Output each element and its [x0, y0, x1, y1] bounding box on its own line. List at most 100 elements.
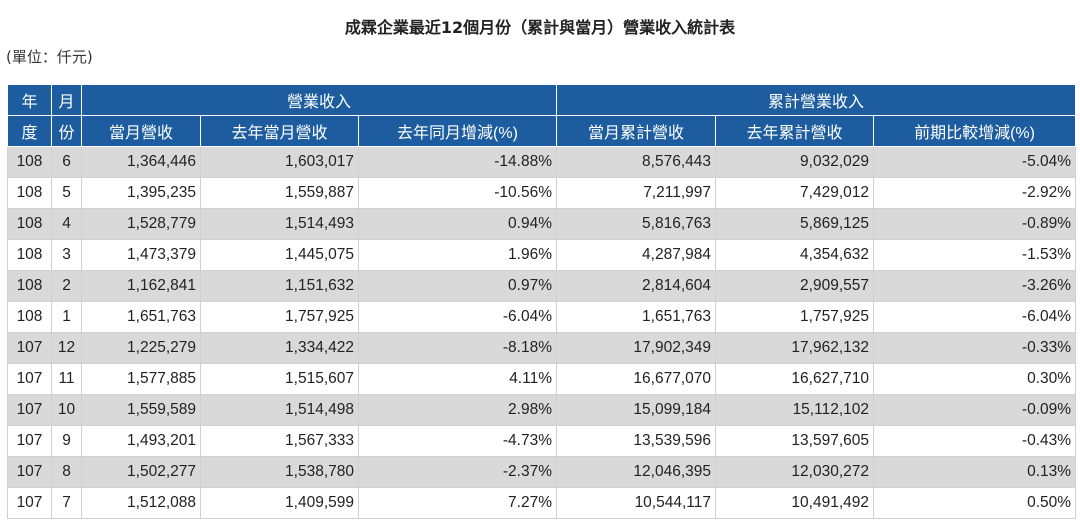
- cell-current-revenue: 1,528,779: [81, 208, 201, 240]
- table-row: 107 12 1,225,279 1,334,422 -8.18% 17,902,349 1…: [7, 332, 1077, 364]
- cell-prev-year-revenue: 1,514,498: [200, 394, 359, 426]
- cell-cumulative-revenue: 16,677,070: [556, 363, 716, 395]
- cell-prev-cumulative-revenue: 9,032,029: [715, 146, 874, 178]
- cell-month: 7: [51, 487, 82, 519]
- cell-year: 108: [7, 239, 52, 271]
- cell-cumulative-change: -3.26%: [872, 270, 1077, 302]
- cell-cumulative-change: -0.09%: [872, 394, 1077, 426]
- header-col-yoy-change: 去年同月增減(%): [358, 115, 557, 147]
- page-title: 成霖企業最近12個月份（累計與當月）營業收入統計表: [344, 18, 736, 37]
- cell-cumulative-change: -0.33%: [872, 332, 1077, 364]
- cell-prev-cumulative-revenue: 5,869,125: [715, 208, 874, 240]
- cell-prev-year-revenue: 1,757,925: [200, 301, 359, 333]
- cell-month: 5: [51, 177, 82, 209]
- cell-month: 1: [51, 301, 82, 333]
- cell-year: 108: [7, 146, 52, 178]
- cell-month: 6: [51, 146, 82, 178]
- header-year-bottom: 度: [7, 115, 52, 147]
- table-row: 107 8 1,502,277 1,538,780 -2.37% 12,046,395 12…: [7, 456, 1077, 488]
- cell-prev-year-revenue: 1,538,780: [200, 456, 359, 488]
- header-col-current: 當月營收: [81, 115, 201, 147]
- cell-current-revenue: 1,162,841: [81, 270, 201, 302]
- cell-yoy-change: 4.11%: [358, 363, 557, 395]
- cell-prev-cumulative-revenue: 10,491,492: [715, 487, 874, 519]
- table-row: 108 2 1,162,841 1,151,632 0.97% 2,814,604 2,90…: [7, 270, 1077, 302]
- header-month-bottom: 份: [51, 115, 82, 147]
- cell-year: 108: [7, 208, 52, 240]
- cell-prev-year-revenue: 1,514,493: [200, 208, 359, 240]
- cell-year: 107: [7, 363, 52, 395]
- cell-yoy-change: -4.73%: [358, 425, 557, 457]
- cell-current-revenue: 1,651,763: [81, 301, 201, 333]
- cell-cumulative-revenue: 8,576,443: [556, 146, 716, 178]
- cell-cumulative-change: -0.89%: [872, 208, 1077, 240]
- cell-year: 107: [7, 425, 52, 457]
- cell-yoy-change: 7.27%: [358, 487, 557, 519]
- header-col-cumulative: 當月累計營收: [556, 115, 716, 147]
- cell-yoy-change: -2.37%: [358, 456, 557, 488]
- cell-yoy-change: 2.98%: [358, 394, 557, 426]
- cell-prev-year-revenue: 1,334,422: [200, 332, 359, 364]
- header-year-top: 年: [7, 84, 52, 116]
- cell-prev-cumulative-revenue: 13,597,605: [715, 425, 874, 457]
- cell-current-revenue: 1,395,235: [81, 177, 201, 209]
- cell-year: 108: [7, 177, 52, 209]
- revenue-table: 年 月 營業收入 累計營業收入 度 份 當月營收 去年當月營收 去年同月增減(%…: [7, 84, 1077, 519]
- cell-year: 107: [7, 456, 52, 488]
- cell-month: 9: [51, 425, 82, 457]
- cell-prev-year-revenue: 1,559,887: [200, 177, 359, 209]
- cell-cumulative-revenue: 1,651,763: [556, 301, 716, 333]
- cell-cumulative-change: 0.30%: [872, 363, 1077, 395]
- cell-prev-cumulative-revenue: 7,429,012: [715, 177, 874, 209]
- cell-prev-cumulative-revenue: 1,757,925: [715, 301, 874, 333]
- cell-current-revenue: 1,473,379: [81, 239, 201, 271]
- unit-note: (單位：仟元): [6, 48, 93, 66]
- cell-year: 107: [7, 394, 52, 426]
- cell-cumulative-change: -0.43%: [872, 425, 1077, 457]
- cell-year: 108: [7, 270, 52, 302]
- cell-month: 11: [51, 363, 82, 395]
- cell-month: 10: [51, 394, 82, 426]
- cell-current-revenue: 1,512,088: [81, 487, 201, 519]
- header-col-cumulative-change: 前期比較增減(%): [872, 115, 1077, 147]
- cell-month: 12: [51, 332, 82, 364]
- cell-cumulative-revenue: 7,211,997: [556, 177, 716, 209]
- cell-prev-year-revenue: 1,445,075: [200, 239, 359, 271]
- cell-yoy-change: 1.96%: [358, 239, 557, 271]
- cell-year: 107: [7, 487, 52, 519]
- header-col-prev-cumulative: 去年累計營收: [715, 115, 874, 147]
- table-row: 107 10 1,559,589 1,514,498 2.98% 15,099,184 15…: [7, 394, 1077, 426]
- cell-year: 107: [7, 332, 52, 364]
- cell-cumulative-revenue: 4,287,984: [556, 239, 716, 271]
- cell-cumulative-revenue: 5,816,763: [556, 208, 716, 240]
- cell-cumulative-change: -2.92%: [872, 177, 1077, 209]
- table-row: 108 4 1,528,779 1,514,493 0.94% 5,816,763 5,86…: [7, 208, 1077, 240]
- cell-prev-year-revenue: 1,151,632: [200, 270, 359, 302]
- cell-month: 3: [51, 239, 82, 271]
- cell-prev-cumulative-revenue: 2,909,557: [715, 270, 874, 302]
- cell-prev-cumulative-revenue: 16,627,710: [715, 363, 874, 395]
- cell-prev-cumulative-revenue: 12,030,272: [715, 456, 874, 488]
- table-row: 108 5 1,395,235 1,559,887 -10.56% 7,211,997 7,…: [7, 177, 1077, 209]
- cell-prev-cumulative-revenue: 17,962,132: [715, 332, 874, 364]
- table-body: 108 6 1,364,446 1,603,017 -14.88% 8,576,443 9,…: [7, 146, 1077, 519]
- cell-cumulative-revenue: 15,099,184: [556, 394, 716, 426]
- cell-cumulative-change: 0.50%: [872, 487, 1077, 519]
- cell-cumulative-revenue: 10,544,117: [556, 487, 716, 519]
- cell-month: 2: [51, 270, 82, 302]
- cell-current-revenue: 1,364,446: [81, 146, 201, 178]
- table-row: 108 1 1,651,763 1,757,925 -6.04% 1,651,763 1,7…: [7, 301, 1077, 333]
- cell-cumulative-revenue: 17,902,349: [556, 332, 716, 364]
- cell-current-revenue: 1,225,279: [81, 332, 201, 364]
- cell-month: 4: [51, 208, 82, 240]
- cell-prev-cumulative-revenue: 15,112,102: [715, 394, 874, 426]
- cell-cumulative-change: -1.53%: [872, 239, 1077, 271]
- cell-current-revenue: 1,493,201: [81, 425, 201, 457]
- table-row: 108 6 1,364,446 1,603,017 -14.88% 8,576,443 9,…: [7, 146, 1077, 178]
- header-group-cumulative: 累計營業收入: [555, 84, 1077, 116]
- cell-yoy-change: 0.97%: [358, 270, 557, 302]
- cell-month: 8: [51, 456, 82, 488]
- cell-prev-cumulative-revenue: 4,354,632: [715, 239, 874, 271]
- cell-cumulative-revenue: 2,814,604: [556, 270, 716, 302]
- table-row: 108 3 1,473,379 1,445,075 1.96% 4,287,984 4,35…: [7, 239, 1077, 271]
